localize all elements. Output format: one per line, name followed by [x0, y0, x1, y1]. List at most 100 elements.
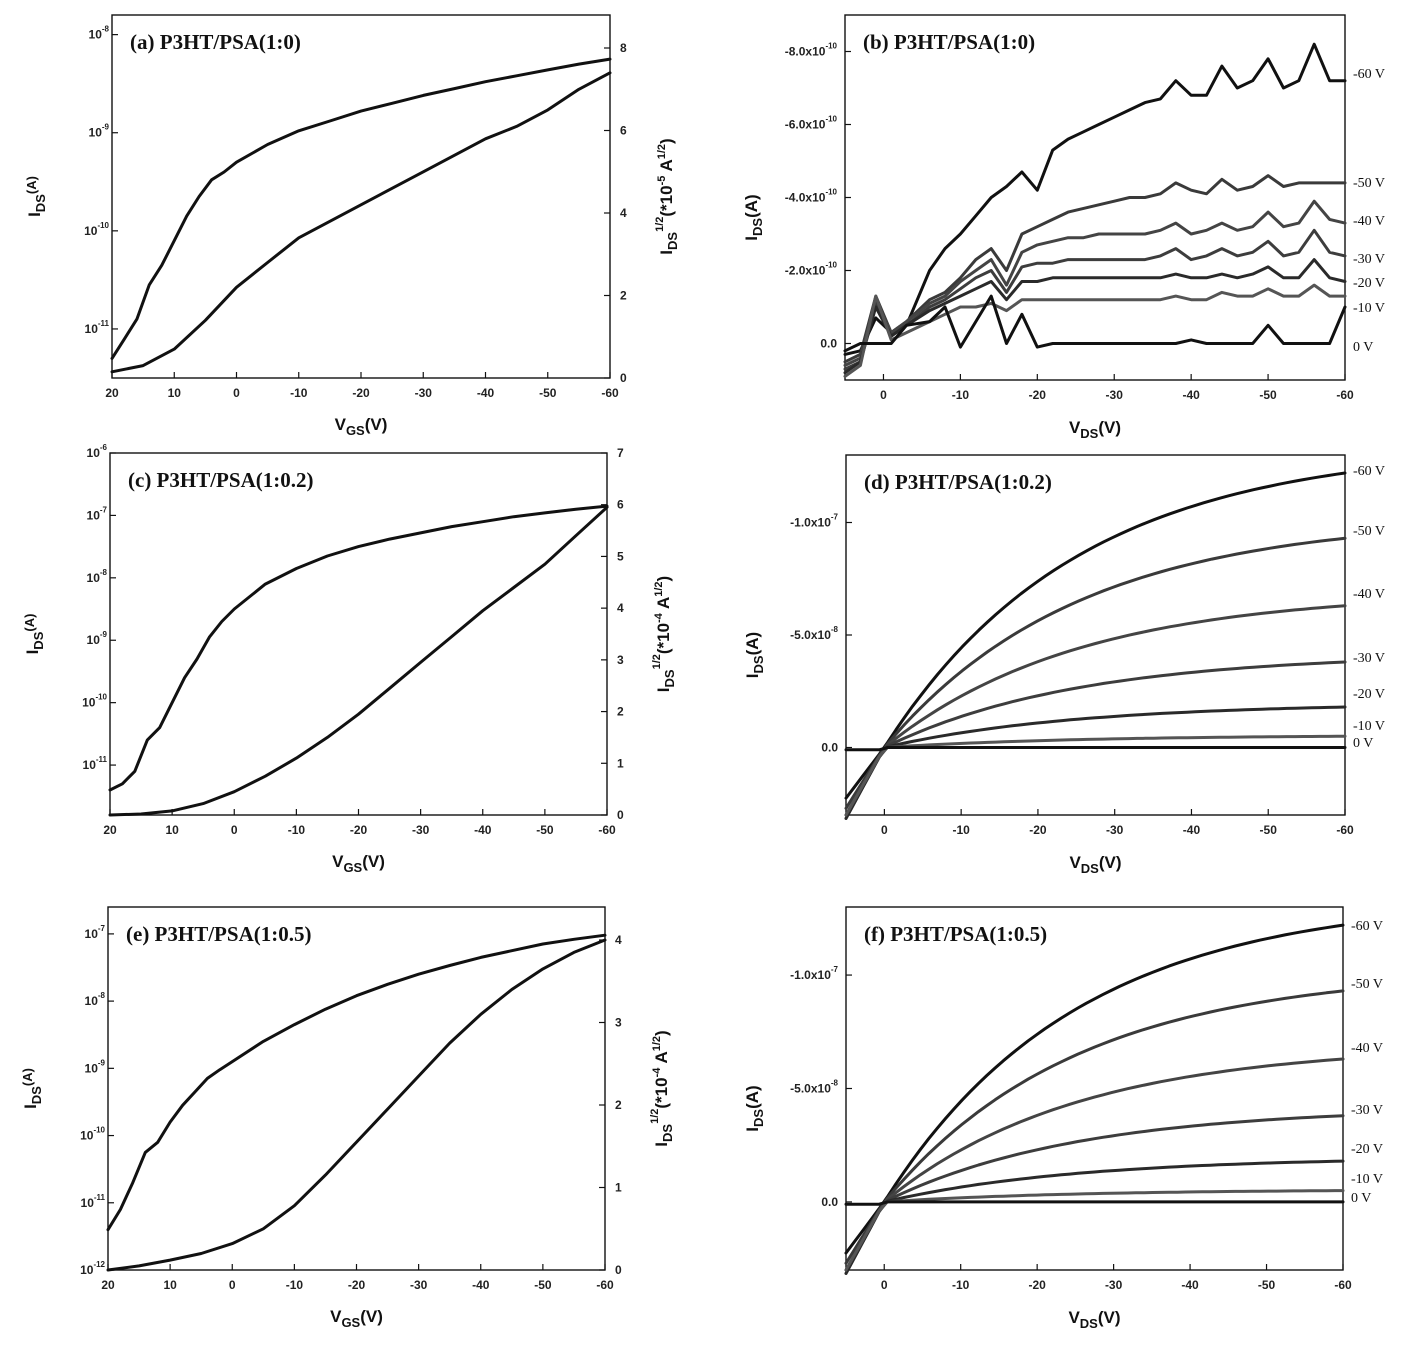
series-line	[843, 258, 1347, 375]
series-line	[844, 923, 1345, 1255]
x-tick-label: -50	[534, 1278, 552, 1292]
y-axis-label: IDS(A)	[24, 176, 48, 217]
gate-voltage-label: -30 V	[1351, 1103, 1383, 1118]
x-tick-label: -20	[1029, 388, 1047, 402]
series-line	[843, 174, 1347, 364]
series-line	[843, 228, 1347, 371]
y-tick-label: -1.0x10-7	[790, 513, 838, 530]
x-tick-label: -10	[290, 386, 308, 400]
y-tick-label: 10-11	[83, 755, 108, 772]
x-tick-label: -50	[536, 823, 554, 837]
y-tick-label: 10-11	[81, 1193, 106, 1210]
panel-title: (d) P3HT/PSA(1:0.2)	[864, 470, 1052, 494]
y-tick-label: -5.0x10-8	[790, 625, 838, 642]
gate-voltage-label: 0 V	[1353, 736, 1373, 751]
y-axis-label: IDS(A)	[743, 1085, 766, 1131]
panel-d: (d) P3HT/PSA(1:0.2) 0 -10 -20 -30 -40 -50 -60 0.…	[743, 454, 1385, 876]
gate-voltage-label: 0 V	[1353, 340, 1373, 355]
x-tick-label: 0	[229, 1278, 236, 1292]
series-line	[844, 989, 1345, 1265]
x-tick-label: -50	[1259, 388, 1277, 402]
x-tick-label: -50	[539, 386, 557, 400]
y-tick-label: 10-10	[84, 221, 109, 238]
y2-tick-label: 0	[620, 371, 627, 385]
series-line	[843, 294, 1347, 353]
gate-voltage-label: -40 V	[1353, 587, 1385, 602]
x-axis-label: VDS(V)	[1069, 418, 1121, 441]
y-axis-label: IDS(A)	[20, 1068, 44, 1109]
x-axis-label: VDS(V)	[1069, 853, 1121, 876]
x-tick-label: -60	[1336, 823, 1354, 837]
y-tick-label: 0.0	[821, 1195, 838, 1209]
x-axis-label: VGS(V)	[332, 852, 385, 875]
y-axis-label: IDS(A)	[22, 614, 46, 655]
y2-tick-label: 2	[620, 289, 627, 303]
y2-tick-label: 2	[615, 1098, 622, 1112]
series-line	[844, 746, 1347, 752]
y-tick-label: -5.0x10-8	[790, 1079, 838, 1096]
x-tick-label: 0	[881, 1278, 888, 1292]
y2-tick-label: 3	[617, 653, 624, 667]
x-tick-label: -60	[596, 1278, 614, 1292]
series-line	[844, 1114, 1345, 1275]
panel-title: (a) P3HT/PSA(1:0)	[130, 30, 301, 54]
y2-tick-label: 2	[617, 705, 624, 719]
series-line	[844, 471, 1347, 800]
x-tick-label: 0	[231, 823, 238, 837]
gate-voltage-label: -50 V	[1351, 977, 1383, 992]
y-tick-label: 0.0	[820, 337, 837, 351]
x-tick-label: 0	[881, 823, 888, 837]
x-tick-label: -60	[598, 823, 616, 837]
gate-voltage-label: -60 V	[1353, 67, 1385, 82]
series-line	[844, 734, 1347, 817]
plot-frame	[845, 454, 1346, 816]
y2-axis-label: IDS1/2(*10-4 A1/2)	[651, 576, 677, 692]
y-tick-label: 10-9	[87, 630, 108, 647]
x-tick-label: -40	[474, 823, 492, 837]
gate-voltage-label: -30 V	[1353, 252, 1385, 267]
x-axis-label: VGS(V)	[330, 1307, 383, 1330]
x-tick-label: -60	[1334, 1278, 1352, 1292]
series-line	[844, 705, 1347, 820]
x-tick-label: -60	[601, 386, 619, 400]
gate-voltage-label: 0 V	[1351, 1191, 1371, 1206]
series-line	[110, 71, 612, 374]
gate-voltage-label: -40 V	[1353, 214, 1385, 229]
x-tick-label: -20	[1029, 823, 1047, 837]
y-tick-label: 10-7	[87, 505, 108, 522]
x-tick-label: -10	[952, 1278, 970, 1292]
x-tick-label: -30	[410, 1278, 428, 1292]
x-tick-label: -20	[1028, 1278, 1046, 1292]
y-tick-label: -4.0x10-10	[785, 188, 838, 205]
series-line	[108, 504, 609, 792]
x-tick-label: -20	[352, 386, 370, 400]
x-tick-label: -30	[1105, 1278, 1123, 1292]
gate-voltage-label: -40 V	[1351, 1041, 1383, 1056]
x-tick-label: 20	[105, 386, 119, 400]
y-tick-label: 10-8	[85, 991, 106, 1008]
x-tick-label: -40	[1181, 1278, 1199, 1292]
panel-title: (e) P3HT/PSA(1:0.5)	[126, 922, 311, 946]
series-line	[843, 283, 1347, 378]
x-tick-label: 20	[103, 823, 117, 837]
y2-tick-label: 4	[617, 601, 624, 615]
panel-title: (b) P3HT/PSA(1:0)	[863, 30, 1035, 54]
series-line	[843, 199, 1347, 367]
x-tick-label: -40	[477, 386, 495, 400]
panel-e: (e) P3HT/PSA(1:0.5)20 10 0 -10 -20 -30 -40 -50-…	[20, 906, 675, 1330]
x-tick-label: -60	[1336, 388, 1354, 402]
panel-title: (f) P3HT/PSA(1:0.5)	[864, 922, 1047, 946]
x-axis-label: VDS(V)	[1068, 1308, 1120, 1331]
gate-voltage-label: -50 V	[1353, 524, 1385, 539]
y2-tick-label: 8	[620, 41, 627, 55]
panel-title: (c) P3HT/PSA(1:0.2)	[128, 468, 313, 492]
x-tick-label: 10	[163, 1278, 177, 1292]
series-line	[844, 536, 1347, 810]
y2-tick-label: 0	[615, 1263, 622, 1277]
gate-voltage-label: -20 V	[1353, 276, 1385, 291]
panel-b: (b) P3HT/PSA(1:0) 0 -10 -20 -30 -40 -50 -60 0.0 -…	[742, 14, 1385, 441]
y-tick-label: 10-9	[89, 123, 110, 140]
x-tick-label: -10	[288, 823, 306, 837]
gate-voltage-label: -50 V	[1353, 176, 1385, 191]
y-tick-label: -1.0x10-7	[790, 965, 838, 982]
